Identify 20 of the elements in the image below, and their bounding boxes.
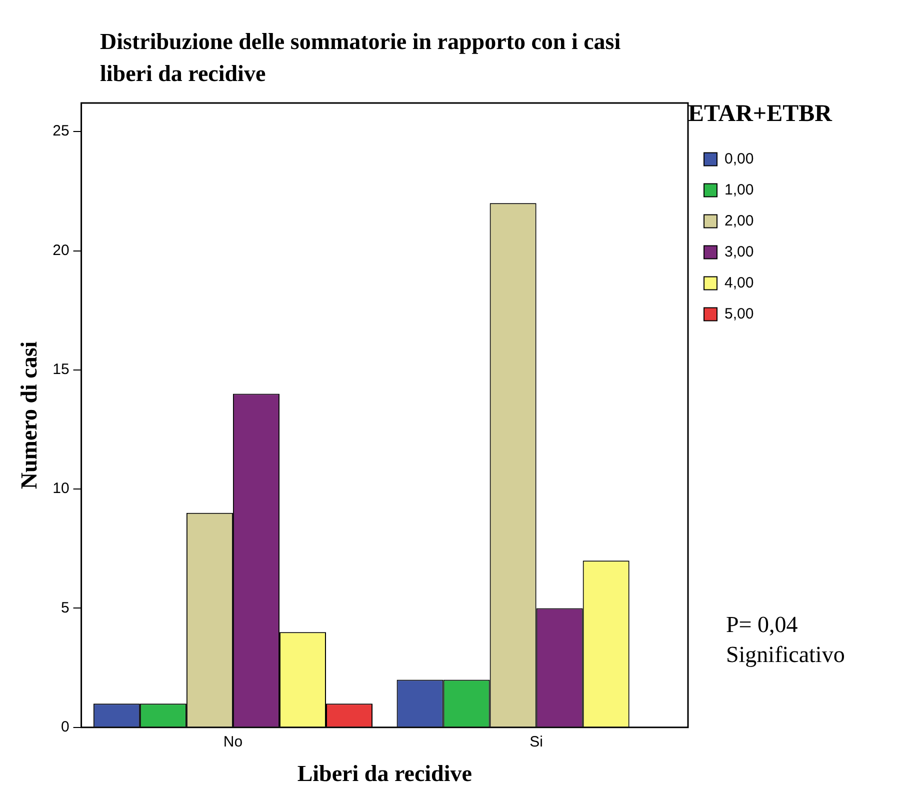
legend-label: 1,00 xyxy=(724,181,754,198)
text: P= 0,04 xyxy=(726,611,799,639)
y-tick-label: 20 xyxy=(52,242,70,259)
y-tick-label: 25 xyxy=(52,122,70,140)
legend-title: ETAR+ETBR xyxy=(688,101,833,128)
x-tick-label: No xyxy=(223,734,243,751)
x-axis-title: Liberi da recidive xyxy=(297,761,472,786)
chart-title: Distribuzione delle sommatorie in rapporto con i casi liberi da recidive xyxy=(100,28,622,88)
legend-label: 2,00 xyxy=(724,212,754,230)
y-tick-label: 0 xyxy=(60,718,70,736)
y-axis-title: Numero di casi xyxy=(16,340,42,490)
y-tick-label: 5 xyxy=(60,599,70,616)
legend-label: 0,00 xyxy=(724,150,754,168)
y-tick-label: 15 xyxy=(52,361,70,378)
legend-label: 4,00 xyxy=(724,274,754,292)
x-tick-label: Si xyxy=(530,734,543,751)
text: Significativo xyxy=(726,641,845,669)
legend-label: 3,00 xyxy=(724,243,754,260)
y-tick-label: 10 xyxy=(52,480,70,498)
legend-label: 5,00 xyxy=(724,305,754,322)
